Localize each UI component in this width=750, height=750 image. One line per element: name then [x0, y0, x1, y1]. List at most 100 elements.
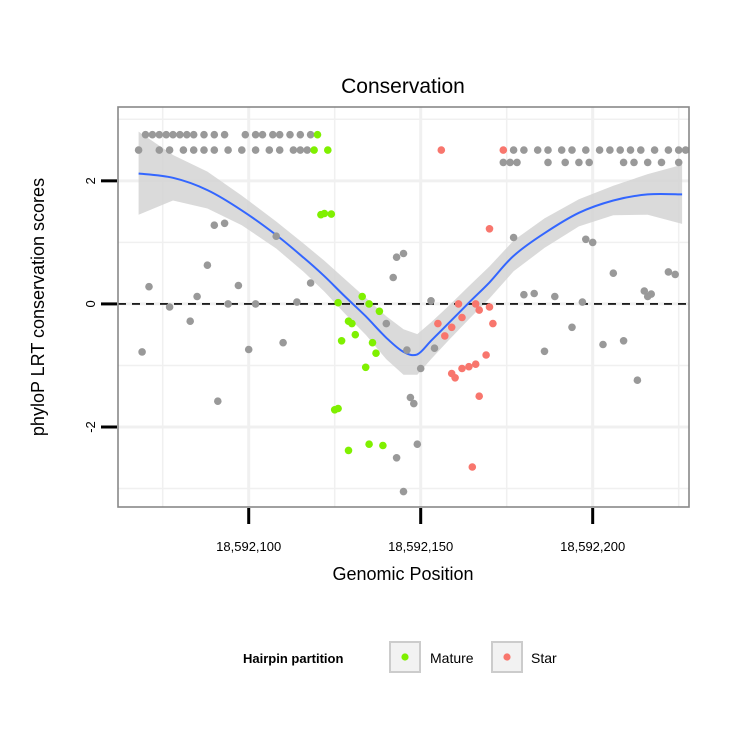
point-star: [441, 332, 449, 340]
point-other: [416, 364, 425, 373]
point-other: [557, 146, 566, 154]
point-other: [183, 130, 191, 139]
point-other: [430, 344, 439, 353]
point-other: [681, 146, 690, 154]
point-mature: [344, 446, 353, 455]
point-other: [619, 337, 628, 345]
series-other: [134, 130, 690, 496]
point-other: [165, 303, 174, 311]
point-other: [633, 376, 642, 385]
legend-dot-mature: [401, 653, 409, 661]
point-mature: [310, 146, 318, 154]
plot-panel-background: [118, 107, 689, 507]
point-other: [403, 346, 411, 354]
point-other: [293, 298, 301, 306]
point-other: [595, 146, 604, 154]
plot-panel: [117, 106, 690, 508]
y-axis: -2 0 2: [83, 177, 117, 433]
point-mature: [324, 146, 332, 154]
y-tick-label: 2: [83, 177, 98, 184]
point-other: [674, 158, 683, 167]
series-mature: [310, 130, 387, 455]
point-other: [200, 146, 208, 154]
point-other: [275, 146, 284, 154]
point-other: [210, 130, 219, 139]
point-star: [489, 319, 497, 328]
y-axis-label: phyloP LRT conservation scores: [28, 178, 48, 436]
point-other: [303, 146, 312, 154]
point-star: [475, 306, 484, 314]
grid-lines: [118, 107, 689, 507]
point-other: [619, 158, 628, 167]
point-other: [392, 454, 401, 462]
point-other: [186, 317, 194, 326]
point-other: [272, 232, 281, 240]
point-other: [392, 253, 401, 261]
point-star: [434, 319, 442, 328]
point-other: [296, 130, 305, 139]
x-axis-label: Genomic Position: [332, 564, 473, 584]
point-other: [279, 338, 287, 347]
series-star: [434, 146, 508, 471]
point-other: [265, 146, 274, 154]
point-other: [509, 233, 518, 242]
point-star: [471, 300, 480, 308]
point-other: [176, 130, 184, 139]
point-other: [382, 319, 391, 328]
point-other: [141, 130, 150, 139]
point-other: [238, 146, 246, 154]
point-star: [465, 362, 473, 371]
point-other: [155, 146, 164, 154]
point-other: [210, 146, 219, 154]
point-other: [599, 340, 607, 349]
point-star: [437, 146, 446, 154]
point-other: [585, 158, 593, 167]
plot-panel-border: [117, 106, 690, 508]
point-mature: [375, 307, 384, 316]
x-tick-label: 18,592,150: [388, 539, 453, 554]
point-other: [671, 270, 679, 279]
point-other: [499, 158, 508, 167]
data-points: [134, 130, 690, 496]
point-other: [138, 348, 146, 356]
smooth-line: [138, 172, 683, 357]
point-mature: [365, 300, 373, 308]
point-star: [499, 146, 508, 154]
point-mature: [372, 349, 380, 358]
legend-label-mature: Mature: [430, 650, 474, 666]
point-other: [551, 292, 559, 301]
point-other: [399, 249, 408, 258]
legend-label-star: Star: [531, 650, 557, 666]
point-other: [200, 130, 208, 139]
point-mature: [327, 210, 336, 218]
point-other: [626, 146, 635, 154]
point-other: [582, 146, 590, 154]
point-mature: [358, 292, 367, 301]
point-star: [485, 303, 494, 311]
point-other: [606, 146, 614, 154]
point-other: [410, 399, 418, 408]
point-other: [165, 146, 174, 154]
point-other: [588, 238, 597, 247]
point-other: [306, 130, 315, 139]
point-star: [482, 351, 490, 359]
point-mature: [337, 337, 346, 345]
smooth-curve: [138, 172, 683, 357]
point-other: [220, 219, 229, 228]
x-tick-label: 18,592,200: [560, 539, 625, 554]
point-star: [475, 392, 484, 401]
point-other: [544, 158, 552, 167]
point-other: [561, 158, 569, 167]
point-mature: [320, 209, 329, 218]
point-mature: [351, 330, 360, 339]
point-mature: [313, 130, 322, 139]
point-other: [413, 440, 422, 449]
y-tick-label: -2: [83, 421, 98, 433]
point-other: [210, 221, 219, 229]
point-mature: [379, 441, 387, 450]
point-other: [406, 393, 415, 402]
point-other: [269, 130, 277, 139]
point-other: [193, 292, 201, 301]
point-other: [203, 261, 212, 270]
point-other: [578, 298, 587, 306]
